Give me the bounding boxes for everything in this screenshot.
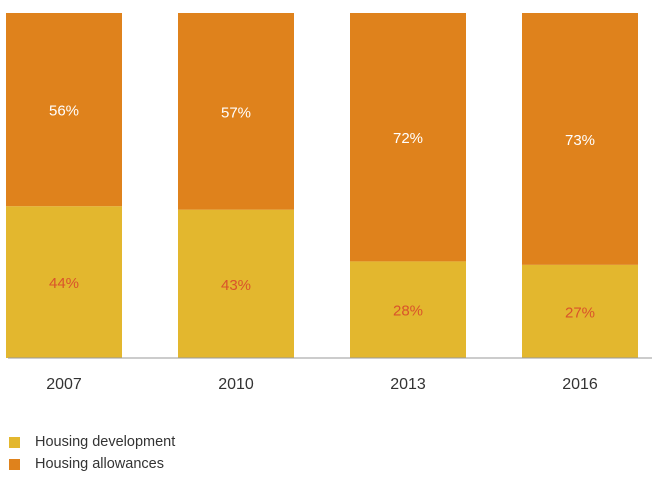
legend-swatch-housing-allowances xyxy=(9,458,20,470)
legend-item-housing-development: Housing development xyxy=(9,431,175,453)
x-tick-label-2007: 2007 xyxy=(46,376,82,393)
data-label-housing-development-2016: 27% xyxy=(565,304,595,321)
bar-segment-housing-development-2013 xyxy=(350,261,466,358)
bar-segment-housing-development-2016 xyxy=(522,264,638,358)
legend-label: Housing allowances xyxy=(35,456,164,472)
bar-segment-housing-development-2007 xyxy=(6,206,122,358)
legend: Housing development Housing allowances xyxy=(9,431,175,475)
bar-segment-housing-allowances-2010 xyxy=(178,13,294,210)
legend-label: Housing development xyxy=(35,434,176,450)
bar-segment-housing-allowances-2013 xyxy=(350,13,466,262)
data-label-housing-allowances-2010: 57% xyxy=(221,104,251,121)
data-label-housing-development-2010: 43% xyxy=(221,277,251,294)
x-tick-labels: 2007 2010 2013 2016 xyxy=(46,376,598,393)
legend-item-housing-allowances: Housing allowances xyxy=(9,453,175,475)
x-tick-label-2010: 2010 xyxy=(218,376,254,393)
x-tick-label-2016: 2016 xyxy=(562,376,598,393)
bar-segment-housing-development-2010 xyxy=(178,209,294,358)
bar-segment-housing-allowances-2007 xyxy=(6,13,122,207)
data-label-housing-allowances-2013: 72% xyxy=(393,130,423,147)
bar-segment-housing-allowances-2016 xyxy=(522,13,638,265)
data-label-housing-development-2013: 28% xyxy=(393,303,423,320)
data-label-housing-allowances-2007: 56% xyxy=(49,103,79,120)
data-label-housing-allowances-2016: 73% xyxy=(565,132,595,149)
bars-group: 44% 56% 43% 57% 28% 72% 27% 73% xyxy=(6,13,638,358)
data-label-housing-development-2007: 44% xyxy=(49,275,79,292)
legend-swatch-housing-development xyxy=(9,436,20,448)
x-tick-label-2013: 2013 xyxy=(390,376,426,393)
